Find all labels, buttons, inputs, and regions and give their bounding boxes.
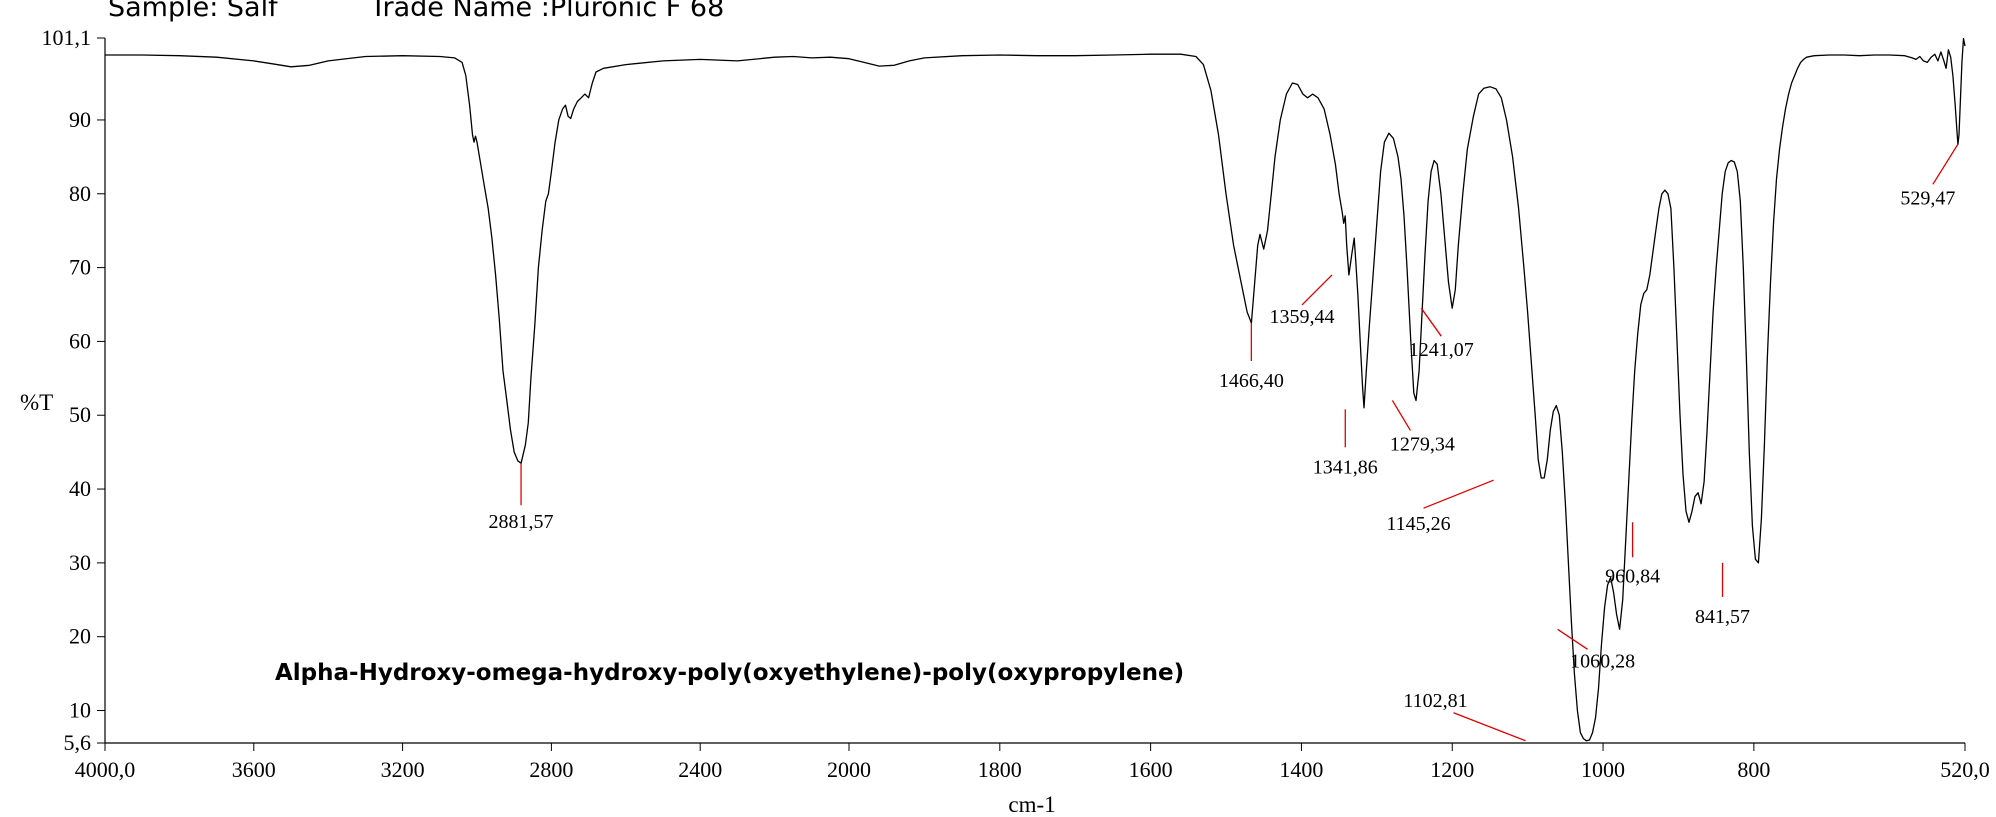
peak-leader-line	[1301, 274, 1333, 306]
peak-leader-line	[1453, 712, 1526, 742]
y-tick-label: 101,1	[42, 25, 92, 50]
x-tick-label: 1400	[1279, 757, 1323, 782]
y-tick-label: 60	[69, 328, 91, 353]
x-axis-ticks: 4000,0 3600 3200 2800 2400 2000 1800 1600 1400 12…	[75, 743, 1990, 782]
peak-label: 960,84	[1605, 565, 1660, 587]
x-tick-label: 4000,0	[75, 757, 136, 782]
x-tick-label: 3600	[232, 757, 276, 782]
y-tick-label: 80	[69, 181, 91, 206]
peak-label: 841,57	[1695, 606, 1750, 628]
y-axis-ticks: 101,1 90 80 70 60 50 40 30 20 10 5,6	[42, 25, 105, 755]
peak-annotations: 2881,57 1466,40 1359,44 1341,86 1279,34 1241,…	[489, 143, 1959, 742]
y-tick-label: 70	[69, 255, 91, 280]
axes	[104, 38, 1965, 744]
x-tick-label: 3200	[381, 757, 425, 782]
spectrum-series	[105, 38, 1966, 742]
y-tick-label: 40	[69, 476, 91, 501]
peak-label: 2881,57	[489, 511, 554, 533]
x-tick-label: 1200	[1430, 757, 1474, 782]
y-axis-title: %T	[20, 390, 53, 415]
y-tick-label: 90	[69, 107, 91, 132]
peak-label: 1341,86	[1313, 456, 1378, 478]
peak-label: 1279,34	[1390, 433, 1455, 455]
peak-label: 1466,40	[1219, 370, 1284, 392]
sample-label: Sample: Salf	[108, 0, 279, 23]
x-tick-label: 2800	[529, 757, 573, 782]
y-tick-label: 5,6	[64, 730, 92, 755]
x-tick-label: 2400	[678, 757, 722, 782]
x-tick-label: 1600	[1129, 757, 1173, 782]
peak-label: 1241,07	[1409, 339, 1474, 361]
y-tick-label: 10	[69, 698, 91, 723]
y-tick-label: 30	[69, 550, 91, 575]
peak-label: 1060,28	[1570, 650, 1635, 672]
x-tick-label: 800	[1737, 757, 1770, 782]
peak-label: 1359,44	[1270, 306, 1335, 328]
trade-name-label: Trade Name :Pluronic F 68	[369, 0, 724, 23]
compound-name-annotation: Alpha-Hydroxy-omega-hydroxy-poly(oxyethy…	[275, 660, 1184, 686]
peak-leader-line	[1423, 479, 1494, 509]
peak-leader-line	[1557, 628, 1588, 650]
peak-label: 529,47	[1900, 187, 1955, 209]
y-tick-label: 20	[69, 624, 91, 649]
peak-leader-line	[1420, 307, 1442, 337]
peak-label: 1145,26	[1386, 513, 1450, 535]
y-tick-label: 50	[69, 402, 91, 427]
x-tick-label: 2000	[827, 757, 871, 782]
peak-label: 1102,81	[1403, 690, 1467, 712]
spectrum-line	[105, 38, 1966, 742]
x-tick-label: 520,0	[1940, 757, 1990, 782]
x-tick-label: 1800	[978, 757, 1022, 782]
x-axis-title: cm-1	[1008, 792, 1055, 817]
peak-leader-line	[1391, 400, 1411, 431]
x-tick-label: 1000	[1581, 757, 1625, 782]
peak-leader-line	[1932, 143, 1959, 185]
